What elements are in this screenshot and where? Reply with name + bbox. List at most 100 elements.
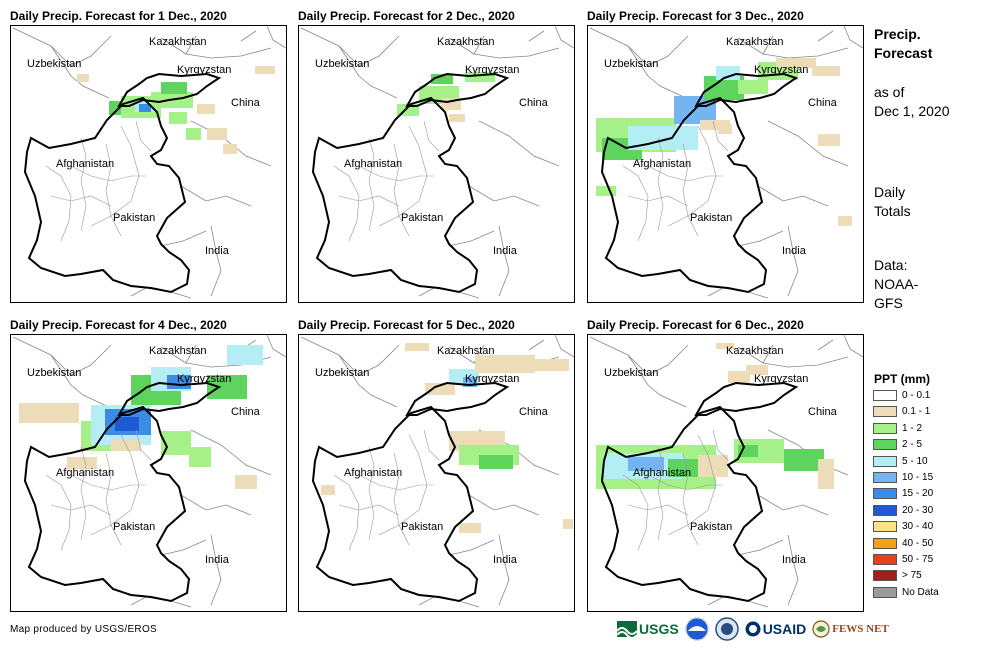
precip-cell [563, 519, 573, 529]
precip-map: Kazakhstan Uzbekistan Kyrgyzstan China Afgha… [589, 335, 863, 608]
province-border [378, 125, 428, 227]
country-border [589, 27, 689, 67]
legend-swatch [873, 439, 897, 451]
label-kazakhstan: Kazakhstan [437, 36, 494, 48]
precip-cell [77, 74, 89, 82]
country-border [627, 45, 687, 99]
legend-swatch [873, 554, 897, 565]
label-kazakhstan: Kazakhstan [726, 36, 783, 48]
legend-label: No Data [902, 586, 939, 598]
legend-label: 30 - 40 [902, 521, 934, 533]
label-india: India [782, 554, 807, 566]
label-kyrgyzstan: Kyrgyzstan [465, 373, 519, 385]
label-kyrgyzstan: Kyrgyzstan [754, 373, 808, 385]
map-panel-5: Kazakhstan Uzbekistan Kyrgyzstan China Afgha… [298, 334, 575, 612]
province-border [368, 446, 375, 541]
country-border [817, 26, 863, 49]
label-kazakhstan: Kazakhstan [726, 345, 783, 357]
label-kyrgyzstan: Kyrgyzstan [177, 373, 231, 385]
province-border [105, 452, 122, 546]
country-border [498, 225, 510, 297]
legend-label: 20 - 30 [902, 504, 934, 516]
legend-item: 5 - 10 [873, 455, 928, 468]
kyrgyzstan-outline [117, 72, 222, 107]
legend-label: 10 - 15 [902, 472, 934, 483]
sidebar-data-line2: NOAA- [874, 276, 919, 292]
precip-cell [716, 343, 734, 349]
legend-label: 2 - 5 [902, 439, 923, 451]
sidebar-asof: as of Dec 1, 2020 [874, 83, 950, 121]
kyrgyzstan-outline [405, 381, 510, 416]
precip-cell [207, 128, 227, 140]
precip-cell [235, 475, 257, 489]
logo-strip: USGS USAID FEWS NET [617, 617, 889, 641]
precip-cell [425, 383, 455, 395]
province-border [80, 446, 87, 541]
precip-cell [321, 485, 335, 495]
country-border [448, 230, 495, 247]
province-border [105, 143, 122, 237]
kyrgyzstan-outline [117, 381, 222, 416]
precip-cell [207, 375, 247, 399]
sidebar-data-line1: Data: [874, 257, 908, 273]
precip-cell [718, 124, 732, 134]
fewsnet-logo-text: FEWS NET [832, 623, 889, 635]
country-border [210, 225, 222, 297]
legend-label: 40 - 50 [902, 537, 934, 549]
province-border [647, 165, 723, 182]
legend-item: 40 - 50 [873, 537, 933, 550]
country-border [12, 27, 112, 67]
legend-swatch [873, 521, 897, 533]
label-kyrgyzstan: Kyrgyzstan [465, 64, 519, 76]
usaid-emblem-icon [745, 621, 761, 637]
country-border [468, 494, 540, 516]
precip-cell [784, 449, 824, 471]
province-border [393, 452, 410, 546]
country-border [528, 26, 574, 49]
precip-cell [227, 345, 263, 365]
sidebar-daily-line2: Totals [874, 203, 911, 219]
usgs-logo: USGS [617, 621, 679, 637]
country-border [300, 336, 400, 376]
panel-title-1: Daily Precip. Forecast for 1 Dec., 2020 [10, 9, 227, 23]
precip-cell [838, 216, 852, 226]
fewsnet-logo: FEWS NET [812, 620, 889, 638]
province-border [667, 434, 717, 536]
label-pakistan: Pakistan [113, 521, 155, 533]
country-border [185, 47, 272, 59]
province-border [333, 165, 360, 242]
precip-cell [223, 144, 237, 154]
province-border [622, 474, 649, 551]
precip-cell [818, 459, 834, 489]
precip-cell [628, 457, 664, 471]
precip-cell [529, 359, 569, 371]
usaid-logo: USAID [745, 621, 806, 637]
label-uzbekistan: Uzbekistan [27, 367, 81, 379]
label-india: India [782, 245, 807, 257]
legend-title: PPT (mm) [874, 372, 931, 386]
label-china: China [808, 97, 838, 109]
province-border [622, 165, 649, 242]
province-border [423, 120, 440, 152]
label-pakistan: Pakistan [690, 521, 732, 533]
precip-cell [19, 403, 79, 423]
legend-swatch [873, 488, 897, 500]
legend-item: 20 - 30 [873, 504, 933, 517]
legend-swatch [873, 406, 897, 418]
precip-cell [197, 104, 215, 114]
country-border [190, 120, 272, 167]
precip-cell [776, 58, 816, 68]
doc-seal-icon [714, 617, 739, 641]
precip-cell [186, 128, 201, 140]
province-border [712, 429, 729, 461]
country-border [190, 429, 272, 476]
label-pakistan: Pakistan [690, 212, 732, 224]
province-border [70, 165, 146, 182]
label-uzbekistan: Uzbekistan [315, 58, 369, 70]
province-border [70, 474, 146, 491]
country-border [210, 534, 222, 606]
label-pakistan: Pakistan [401, 521, 443, 533]
province-border [333, 474, 360, 551]
label-afghanistan: Afghanistan [344, 467, 402, 479]
precip-cell [716, 66, 740, 80]
